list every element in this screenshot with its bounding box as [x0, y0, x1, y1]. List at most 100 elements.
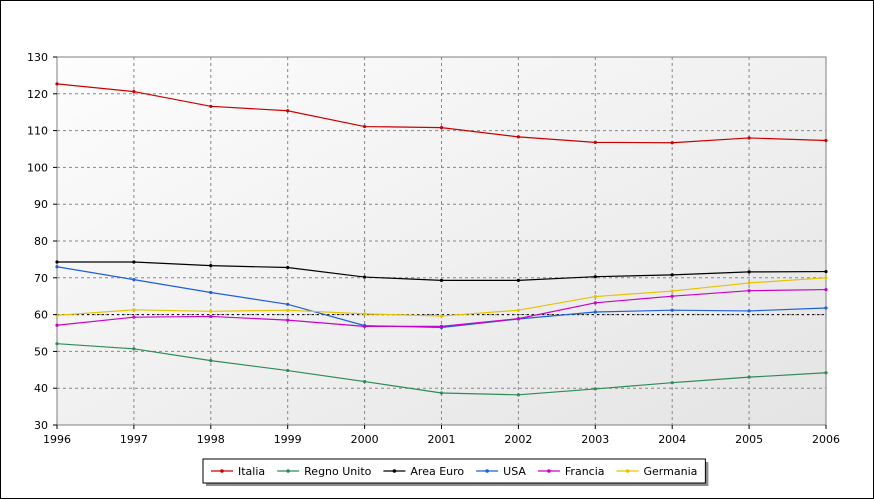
x-tick-label: 2002 [504, 433, 532, 446]
data-point-regno-unito [209, 359, 213, 363]
data-point-germania [593, 294, 597, 299]
data-point-regno-unito [824, 371, 828, 375]
legend-label-area-euro: Area Euro [410, 465, 464, 478]
data-point-area-euro [439, 278, 444, 282]
y-tick-label: 40 [34, 382, 48, 395]
data-point-francia [670, 294, 674, 298]
y-tick-label: 70 [34, 272, 48, 285]
grid-lines [57, 57, 826, 425]
x-tick-label: 1996 [43, 433, 71, 446]
legend-label-francia: Francia [565, 465, 605, 478]
data-point-germania [516, 308, 521, 312]
legend-label-germania: Germania [644, 465, 698, 478]
y-axis-tick-labels: 30 40 50 60 70 80 90 100 110 120 130 [27, 51, 57, 432]
data-point-germania [363, 312, 367, 316]
data-point-italia [55, 82, 59, 86]
legend-marker-germania [625, 469, 630, 473]
data-point-germania [132, 308, 136, 312]
data-point-regno-unito [516, 393, 521, 397]
y-tick-label: 110 [27, 125, 48, 138]
data-point-regno-unito [747, 375, 751, 379]
data-point-usa [670, 308, 674, 312]
data-point-area-euro [209, 264, 213, 268]
data-point-area-euro [516, 278, 521, 282]
data-point-regno-unito [439, 391, 444, 395]
data-point-francia [363, 324, 367, 328]
data-point-regno-unito [132, 347, 136, 351]
x-tick-label: 1997 [120, 433, 148, 446]
data-point-area-euro [286, 265, 290, 270]
y-tick-label: 60 [34, 309, 48, 322]
data-point-italia [286, 109, 290, 113]
data-point-italia [439, 126, 444, 130]
y-tick-label: 90 [34, 198, 48, 211]
data-point-usa [55, 265, 59, 269]
data-point-usa [286, 302, 290, 306]
data-point-italia [824, 138, 828, 143]
data-point-francia [593, 301, 597, 305]
data-point-francia [209, 314, 213, 319]
data-point-area-euro [824, 269, 828, 274]
data-point-regno-unito [670, 381, 674, 385]
x-tick-label: 1999 [274, 433, 302, 446]
x-tick-label: 2005 [735, 433, 763, 446]
x-tick-label: 2004 [658, 433, 686, 446]
legend-label-italia: Italia [238, 465, 265, 478]
legend-marker-area-euro [392, 469, 397, 473]
legend-marker-usa [485, 469, 489, 473]
data-point-francia [55, 323, 59, 327]
data-point-francia [516, 317, 521, 321]
data-point-italia [593, 140, 597, 144]
data-point-germania [439, 314, 444, 318]
data-point-italia [747, 136, 751, 140]
data-point-germania [670, 289, 674, 293]
y-tick-label: 50 [34, 345, 48, 358]
data-point-usa [132, 278, 136, 282]
data-point-area-euro [593, 275, 597, 279]
data-point-francia [439, 324, 444, 328]
series-layer [55, 82, 828, 397]
data-point-regno-unito [363, 379, 367, 384]
data-point-area-euro [55, 260, 59, 264]
data-point-area-euro [363, 275, 367, 279]
data-point-germania [747, 281, 751, 285]
data-point-area-euro [670, 273, 674, 277]
x-tick-label: 2000 [351, 433, 379, 446]
data-point-francia [824, 287, 828, 292]
legend-label-usa: USA [503, 465, 526, 478]
legend-marker-regno-unito [286, 469, 290, 473]
legend: Italia Regno Unito Area Euro USA Francia Germ… [202, 458, 709, 486]
data-point-italia [670, 141, 674, 145]
data-point-francia [286, 318, 290, 322]
legend-marker-italia [220, 469, 224, 473]
x-tick-label: 2001 [428, 433, 456, 446]
data-point-usa [747, 309, 751, 313]
data-point-francia [132, 315, 136, 319]
x-tick-label: 1998 [197, 433, 225, 446]
data-point-regno-unito [55, 342, 59, 346]
data-point-regno-unito [286, 368, 290, 373]
data-point-usa [209, 290, 213, 295]
data-point-usa [593, 310, 597, 314]
data-point-area-euro [132, 260, 136, 264]
y-tick-label: 80 [34, 235, 48, 248]
x-axis-tick-labels: 1996 1997 1998 1999 2000 2001 2002 2003 2004 2005… [43, 425, 840, 446]
x-tick-label: 2003 [581, 433, 609, 446]
data-point-area-euro [747, 270, 751, 274]
data-point-francia [747, 289, 751, 293]
data-point-regno-unito [593, 387, 597, 391]
x-tick-label: 2006 [812, 433, 840, 446]
y-tick-label: 120 [27, 88, 48, 101]
data-point-germania [824, 276, 828, 280]
data-point-germania [209, 309, 213, 313]
legend-marker-francia [547, 469, 551, 473]
data-point-italia [209, 104, 213, 108]
data-point-usa [824, 306, 828, 310]
data-point-italia [132, 89, 136, 94]
y-tick-label: 130 [27, 51, 48, 64]
data-point-italia [516, 135, 521, 139]
legend-label-regno-unito: Regno Unito [304, 465, 371, 478]
data-point-germania [286, 308, 290, 312]
y-tick-label: 100 [27, 161, 48, 174]
